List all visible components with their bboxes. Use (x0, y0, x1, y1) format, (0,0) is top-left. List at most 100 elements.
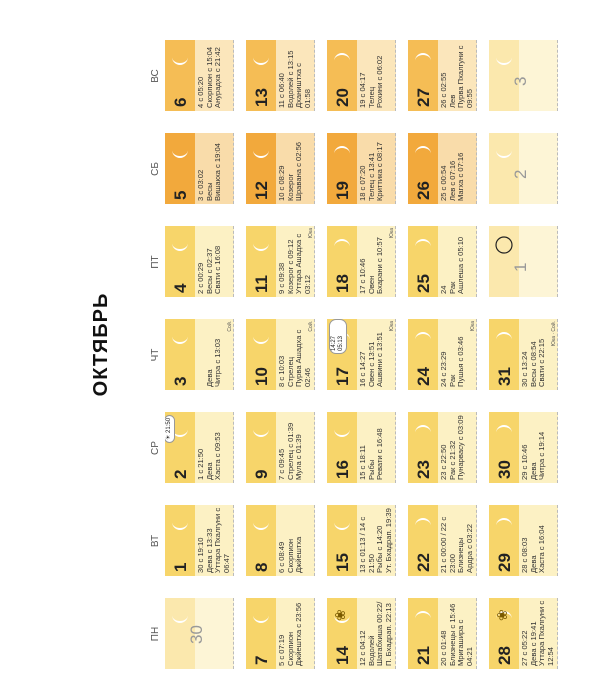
day-astro-info: 20 с 01:48 Близнецы с 15:46 Мригашира с … (439, 603, 474, 666)
day-astro-info: 3 с 03:02 Весы Вишакха с 19:04 (196, 143, 223, 201)
day-cell[interactable]: 29 28 с 08:03 Дева Хаста с 16:04 (489, 505, 558, 576)
day-number: 3 (511, 76, 530, 86)
dashed-divider (557, 133, 558, 204)
moon-phase-icon (415, 332, 431, 340)
day-cell[interactable]: 23 23 с 22:50 Рак с 21:32 Пунарвасу с 03:… (408, 412, 477, 483)
day-astro-info: 13 с 01:13 / 14 с 21:50 Рыбы с 14:20 Ут.… (358, 508, 393, 573)
day-cell[interactable]: 28 27 с 05:22 Дева с 19:41 Уттара Пхалгун… (489, 598, 558, 669)
dashed-divider (476, 412, 477, 483)
dashed-divider (557, 598, 558, 669)
day-number: 11 (252, 275, 271, 293)
day-cell[interactable]: 15 13 с 01:13 / 14 с 21:50 Рыбы с 14:20 У… (327, 505, 396, 576)
day-cell[interactable]: 2 1 с 21:50 Дева Хаста с 09:53 ☀ 21:50 (165, 412, 234, 483)
day-cell[interactable]: 31 30 с 13:24 Весы с 08:54 Свати с 22:15 Ю… (489, 319, 558, 390)
moon-phase-icon (172, 615, 188, 623)
day-cell[interactable]: 3 Дева Читра с 13:03 Сой. (165, 319, 234, 390)
moon-phase-icon (496, 518, 512, 526)
day-astro-info: 25 с 00:54 Лев с 07:16 Магха с 07:16 (439, 152, 466, 201)
dashed-divider (233, 598, 234, 669)
dashed-divider (476, 598, 477, 669)
day-cell[interactable]: 4 2 с 00:29 Весы с 02:37 Свати с 16:08 (165, 226, 234, 297)
day-number: 22 (414, 553, 433, 572)
day-cell[interactable]: 25 24 Рак Ашлеша с 05:10 (408, 226, 477, 297)
moon-phase-icon (253, 615, 269, 623)
day-cell[interactable]: 5 3 с 03:02 Весы Вишакха с 19:04 (165, 133, 234, 204)
day-number: 28 (495, 646, 514, 665)
day-astro-info: 10 с 08:29 Козерог Шравана с 02:56 (277, 141, 304, 201)
day-cell[interactable]: 8 6 с 08:49 Скорпион Джйештха (246, 505, 315, 576)
dashed-divider (314, 598, 315, 669)
dashed-divider (233, 319, 234, 390)
day-number: 26 (414, 181, 433, 200)
day-astro-info: 28 с 08:03 Дева Хаста с 16:04 (520, 525, 547, 573)
weekday-label: СБ (150, 162, 161, 176)
day-cell[interactable]: 22 21 с 00:00 / 22 с 23:00 Близнецы Ардра… (408, 505, 477, 576)
moon-phase-icon (172, 57, 188, 65)
day-cell[interactable]: 3 (489, 40, 558, 111)
day-cell[interactable]: 1 30 с 19:10 Дева с 13:33 Уттара Пхалгуни… (165, 505, 234, 576)
day-astro-info: 30 с 19:10 Дева с 13:33 Уттара Пхалгуни … (196, 507, 231, 573)
day-cell[interactable]: 2 (489, 133, 558, 204)
day-cell[interactable]: 13 11 с 06:40 Водолей с 13:15 Дхаништха с… (246, 40, 315, 111)
day-astro-info: 16 с 14:27 Овен с 13:51 Ашвини с 13:51 (358, 332, 385, 387)
dashed-divider (233, 505, 234, 576)
day-cell[interactable]: 1 (489, 226, 558, 297)
weekday-label: СР (150, 441, 161, 455)
day-number: 1 (511, 262, 530, 272)
day-cell[interactable]: 12 10 с 08:29 Козерог Шравана с 02:56 (246, 133, 315, 204)
day-number: 5 (171, 190, 190, 200)
lotus-icon: ❀ (332, 609, 348, 621)
day-astro-info: 17 с 10:46 Овен Бхарани с 10:57 (358, 237, 385, 294)
day-cell[interactable]: 20 19 с 04:17 Телец Рохини с 06:02 (327, 40, 396, 111)
day-number: 3 (171, 376, 190, 386)
dashed-divider (314, 412, 315, 483)
dashed-divider (233, 133, 234, 204)
moon-phase-icon (496, 57, 512, 65)
dashed-divider (233, 412, 234, 483)
day-cell[interactable]: 19 18 с 07:20 Телец с 13:41 Криттика с 08… (327, 133, 396, 204)
day-number: 24 (414, 367, 433, 386)
moon-phase-icon (496, 150, 512, 158)
weekday-label: ЧТ (150, 348, 161, 362)
day-astro-info: 6 с 08:49 Скорпион Джйештха (277, 536, 304, 573)
day-astro-info: 27 с 05:22 Дева с 19:41 Уттара Пхалгуни … (520, 600, 555, 666)
day-cell[interactable]: 24 24 с 23:29 Рак Пушья с 03:46 Юка (408, 319, 477, 390)
day-cell[interactable]: 21 20 с 01:48 Близнецы с 15:46 Мригашира … (408, 598, 477, 669)
moon-phase-icon (253, 57, 269, 65)
day-astro-info: 18 с 07:20 Телец с 13:41 Криттика с 08:1… (358, 142, 385, 201)
moon-phase-icon (334, 146, 350, 154)
dashed-divider (557, 505, 558, 576)
day-astro-info: 7 с 09:45 Стрелец с 01:39 Мула с 01:39 (277, 422, 304, 480)
day-number: 16 (333, 460, 352, 479)
day-cell[interactable]: 10 8 с 10:03 Стрелец Пурва Ашадха с 02:46… (246, 319, 315, 390)
dashed-divider (395, 226, 396, 297)
day-cell[interactable]: 14 12 с 04:12 Водолей Шатабхиша 00:22/ П.… (327, 598, 396, 669)
dashed-divider (314, 133, 315, 204)
moon-phase-icon (415, 146, 431, 154)
day-astro-info: 5 с 07:19 Скорпион Джйештха с 23:56 (277, 602, 304, 666)
dashed-divider (557, 319, 558, 390)
day-number: 17 (333, 367, 352, 386)
day-number: 2 (511, 169, 530, 179)
day-cell[interactable]: 11 9 с 09:38 Козерог с 09:12 Уттара Ашадх… (246, 226, 315, 297)
day-cell[interactable]: 7 5 с 07:19 Скорпион Джйештха с 23:56 (246, 598, 315, 669)
dashed-divider (476, 505, 477, 576)
moon-phase-icon (172, 522, 188, 530)
day-body (519, 133, 558, 204)
day-cell[interactable]: 9 7 с 09:45 Стрелец с 01:39 Мула с 01:39 (246, 412, 315, 483)
day-cell[interactable]: 27 26 с 02:55 Лев Пурва Пхалгуни с 09:55 (408, 40, 477, 111)
day-number: 21 (414, 646, 433, 665)
day-astro-info: Дева Читра с 13:03 (204, 338, 223, 387)
day-cell[interactable]: 6 4 с 05:20 Скорпион с 15:04 Анурадха с 2… (165, 40, 234, 111)
day-cell[interactable]: 16 15 с 18:11 Рыбы Ревати с 16:48 (327, 412, 396, 483)
day-astro-info: 23 с 22:50 Рак с 21:32 Пунарвасу с 03:09 (439, 415, 466, 480)
day-cell[interactable]: 17 16 с 14:27 Овен с 13:51 Ашвини с 13:51… (327, 319, 396, 390)
day-cell[interactable]: 30 (165, 598, 234, 669)
dashed-divider (395, 598, 396, 669)
dashed-divider (476, 40, 477, 111)
moon-phase-icon (415, 425, 431, 433)
day-cell[interactable]: 18 17 с 10:46 Овен Бхарани с 10:57 Юка (327, 226, 396, 297)
day-cell[interactable]: 30 29 с 10:46 Дева Читра с 19:14 (489, 412, 558, 483)
day-number: 23 (414, 460, 433, 479)
day-cell[interactable]: 26 25 с 00:54 Лев с 07:16 Магха с 07:16 (408, 133, 477, 204)
